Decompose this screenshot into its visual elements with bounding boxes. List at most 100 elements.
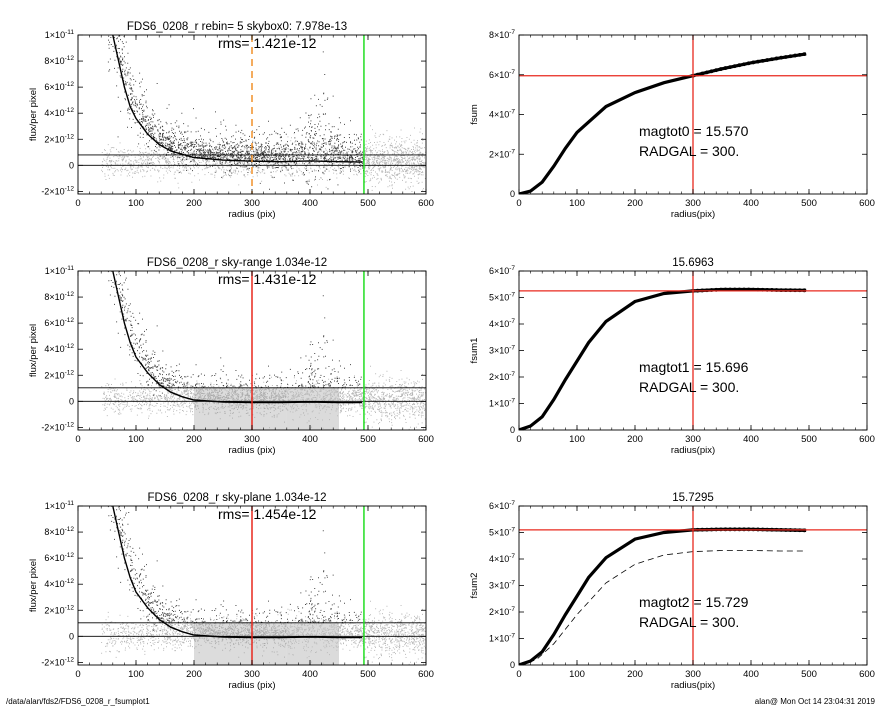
y-tick-label: 6×10-7 [489,265,515,276]
x-tick-label: 0 [516,434,521,445]
x-tick-label: 200 [627,198,643,209]
y-axis: -2×10-12 0 2×10-12 4×10-12 6×10-12 8×10-12 1×1… [28,29,426,196]
y-tick-label: 3×10-7 [489,345,515,356]
curve-marker [723,66,728,70]
y-tick-label: 6×10-12 [44,317,74,328]
curve-marker [709,288,714,292]
curve-markers [691,52,807,78]
sky-band [286,387,339,430]
chart-title: FDS6_0208_r rebin= 5 skybox0: 7.978e-13 [127,21,347,33]
curve-marker [769,57,774,62]
curve-marker [714,68,719,73]
curve-marker [774,56,779,61]
x-tick-label: 0 [516,669,521,680]
panel-3: rms= 1.431e-12 FDS6_0208_r sky-range 1.03… [28,257,434,456]
x-tick-label: 500 [360,669,376,680]
x-axis-label: radius(pix) [671,445,715,456]
y-tick-label: 4×10-7 [489,553,515,564]
y-tick-label: 3×10-7 [489,580,515,591]
y-tick-label: -2×10-12 [41,656,74,667]
x-tick-label: 300 [244,434,260,445]
magtot-annotation: magtot2 = 15.729 [639,594,749,610]
plot-area [519,35,867,194]
y-tick-label: 2×10-12 [44,133,74,144]
x-tick-label: 500 [801,669,817,680]
magtot-annotation: magtot1 = 15.696 [639,359,749,375]
curve-marker [788,288,793,293]
y-tick-label: -2×10-12 [41,185,74,196]
x-tick-label: 100 [569,669,585,680]
x-axis-label: radius (pix) [229,680,276,691]
x-axis-label: radius(pix) [671,209,715,220]
x-tick-label: 600 [859,669,875,680]
dashed-comparison-curve [519,550,807,665]
footer-path: /data/alan/fds2/FDS6_0208_r_fsumplot1 [6,697,150,706]
curve-marker [742,62,746,67]
x-axis: 0 100 200 300 400 500 600 radius(pix) [516,271,875,456]
x-tick-label: 100 [128,198,144,209]
y-tick-label: 1×10-11 [45,265,75,276]
curve-marker [760,58,765,63]
plot-area [78,506,426,665]
x-axis: 0 100 200 300 400 500 600 radius (pix) [75,35,434,220]
y-tick-label: 6×10-7 [489,500,515,511]
x-tick-label: 400 [743,198,759,209]
cumulative-flux-curve [519,52,807,194]
y-tick-label: 2×10-7 [489,371,515,382]
x-tick-label: 300 [244,198,260,209]
curve-marker [779,288,784,292]
curve-marker [705,70,709,75]
curve-marker [746,61,751,66]
y-axis-label: flux/per pixel [28,559,39,612]
chart-title: FDS6_0208_r sky-range 1.034e-12 [147,257,327,269]
y-tick-label: 0 [69,396,74,406]
radgal-annotation: RADGAL = 300. [639,614,739,630]
y-tick-label: 1×10-11 [45,500,75,511]
y-tick-label: 2×10-12 [44,369,74,380]
plot-area [519,506,867,665]
y-tick-label: -2×10-12 [41,421,74,432]
x-tick-label: 400 [302,669,318,680]
y-tick-label: 5×10-7 [489,527,515,538]
x-tick-label: 500 [801,198,817,209]
y-axis-label: flux/per pixel [28,324,39,377]
y-tick-label: 4×10-12 [44,578,74,589]
panel-2: magtot0 = 15.570 RADGAL = 300. 0 100 200 300 4… [469,29,875,220]
sky-band-dark [194,622,287,665]
x-tick-label: 300 [685,669,701,680]
x-tick-label: 0 [75,198,80,209]
x-tick-label: 600 [859,434,875,445]
curve-marker [737,63,742,68]
x-axis: 0 100 200 300 400 500 600 radius (pix) [75,271,434,456]
y-tick-label: 0 [69,160,74,170]
x-tick-label: 500 [360,198,376,209]
curve-marker [709,69,714,74]
chart-title: 15.7295 [672,492,714,504]
y-tick-label: 2×10-7 [489,148,515,159]
x-tick-label: 0 [75,434,80,445]
y-tick-label: 0 [510,189,515,199]
x-tick-label: 500 [360,434,376,445]
x-tick-label: 200 [186,434,202,445]
y-axis: -2×10-12 0 2×10-12 4×10-12 6×10-12 8×10-12 1×1… [28,500,426,667]
y-tick-label: 1×10-11 [45,29,75,40]
curve-marker [793,53,797,58]
plot-area [519,271,867,430]
curve-marker [797,52,802,57]
curve-marker [769,288,774,292]
curve-marker [732,64,737,69]
x-axis: 0 100 200 300 400 500 600 radius(pix) [516,506,875,691]
x-tick-label: 600 [418,434,434,445]
mean-profile-line [112,506,363,639]
x-tick-label: 400 [743,669,759,680]
x-tick-label: 300 [685,198,701,209]
curve-marker [751,60,756,65]
x-axis-label: radius(pix) [671,680,715,691]
curve-marker [783,288,788,293]
y-tick-label: 4×10-12 [44,107,74,118]
rms-annotation: rms= 1.431e-12 [218,271,317,287]
y-axis: 0 1×10-7 2×10-7 3×10-7 4×10-7 5×10-7 6×10-7 fsu… [469,500,867,670]
x-tick-label: 100 [569,434,585,445]
y-tick-label: 1×10-7 [489,633,515,644]
